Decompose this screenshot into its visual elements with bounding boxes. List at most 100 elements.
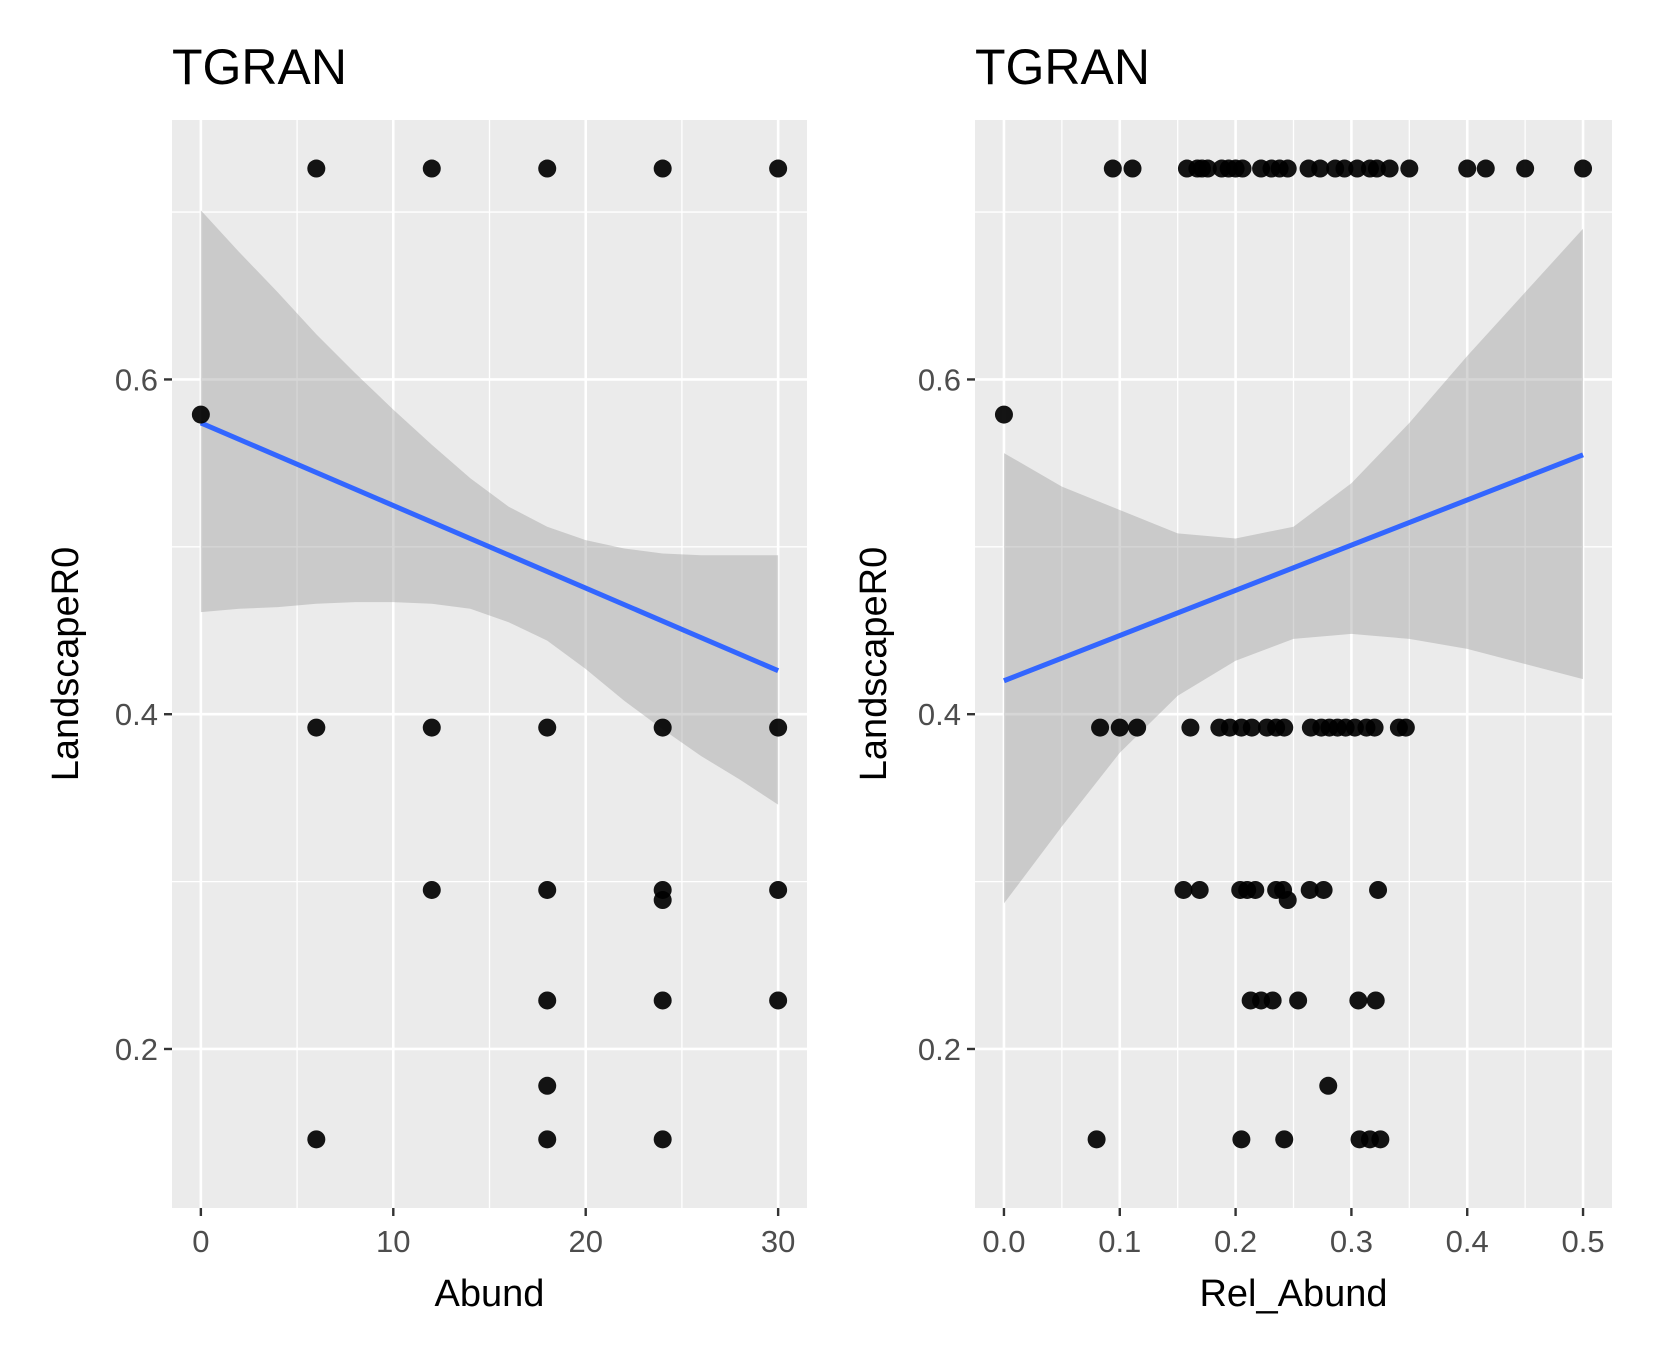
right-data-point xyxy=(1319,1076,1338,1095)
right-data-point xyxy=(1516,159,1535,178)
left-x-tick-label: 30 xyxy=(761,1224,795,1259)
right-data-point xyxy=(1574,159,1593,178)
right-y-ticks: 0.2 0.4 0.6 xyxy=(918,362,975,1067)
right-data-point xyxy=(1275,718,1294,737)
right-data-point xyxy=(1263,991,1282,1010)
left-data-point xyxy=(653,718,672,737)
right-data-point xyxy=(1335,159,1354,178)
right-data-point xyxy=(1458,159,1477,178)
right-x-tick-label: 0.3 xyxy=(1330,1224,1373,1259)
right-data-point xyxy=(1476,159,1495,178)
left-data-point xyxy=(653,1130,672,1149)
left-y-axis-title: LandscapeR0 xyxy=(45,547,87,782)
right-y-tick-label: 0.4 xyxy=(918,697,961,732)
left-data-point xyxy=(422,159,441,178)
left-x-axis-title: Abund xyxy=(435,1273,545,1315)
right-x-tick-label: 0.0 xyxy=(982,1224,1025,1259)
right-data-point xyxy=(1314,880,1333,899)
right-data-point xyxy=(1091,718,1110,737)
left-data-point xyxy=(538,159,557,178)
right-major-gridlines xyxy=(975,120,1612,1208)
right-x-tick-label: 0.4 xyxy=(1446,1224,1489,1259)
right-data-point xyxy=(1348,159,1367,178)
left-y-tick-label: 0.4 xyxy=(115,697,158,732)
left-data-point xyxy=(538,1076,557,1095)
left-regression-line xyxy=(199,420,780,673)
right-data-point xyxy=(1275,1130,1294,1149)
left-panel: 0 10 20 30 0.2 0.4 0.6 TGRAN Abund LandscapeR… xyxy=(45,39,807,1315)
right-x-axis-title: Rel_Abund xyxy=(1199,1273,1387,1315)
left-data-point xyxy=(538,1130,557,1149)
left-data-point xyxy=(307,718,326,737)
right-data-point xyxy=(994,405,1013,424)
right-data-point xyxy=(1233,159,1252,178)
left-data-point xyxy=(653,891,672,910)
right-data-point xyxy=(1246,880,1265,899)
right-data-point xyxy=(1181,718,1200,737)
left-chart-title: TGRAN xyxy=(172,39,347,95)
right-data-point xyxy=(1242,718,1261,737)
left-y-tick-label: 0.6 xyxy=(115,362,158,397)
right-data-point xyxy=(1349,991,1368,1010)
left-data-point xyxy=(769,991,788,1010)
right-data-point xyxy=(1174,880,1193,899)
left-data-point xyxy=(653,991,672,1010)
left-x-tick-label: 0 xyxy=(192,1224,209,1259)
right-data-points xyxy=(994,159,1593,1149)
right-y-axis-title: LandscapeR0 xyxy=(853,547,895,782)
left-y-ticks: 0.2 0.4 0.6 xyxy=(115,362,172,1067)
left-data-point xyxy=(769,718,788,737)
right-regression-line xyxy=(1003,452,1584,684)
right-x-tick-label: 0.2 xyxy=(1214,1224,1257,1259)
left-data-point xyxy=(538,991,557,1010)
right-minor-gridlines xyxy=(975,120,1612,1208)
right-data-point xyxy=(1190,880,1209,899)
right-data-point xyxy=(1380,159,1399,178)
right-data-point xyxy=(1300,880,1319,899)
left-minor-gridlines xyxy=(172,120,807,1208)
right-data-point xyxy=(1289,991,1308,1010)
left-major-gridlines xyxy=(172,120,807,1208)
right-data-point xyxy=(1278,159,1297,178)
left-y-tick-label: 0.2 xyxy=(115,1032,158,1067)
right-data-point xyxy=(1367,159,1386,178)
right-data-point xyxy=(1198,159,1217,178)
right-data-point xyxy=(1103,159,1122,178)
right-x-tick-label: 0.1 xyxy=(1098,1224,1141,1259)
right-x-tick-label: 0.5 xyxy=(1561,1224,1604,1259)
right-data-point xyxy=(1278,891,1297,910)
right-data-point xyxy=(1123,159,1142,178)
left-x-tick-label: 20 xyxy=(568,1224,602,1259)
left-data-point xyxy=(191,405,210,424)
right-data-point xyxy=(1311,159,1330,178)
right-data-point xyxy=(1110,718,1129,737)
left-data-point xyxy=(538,880,557,899)
left-x-ticks: 0 10 20 30 xyxy=(192,1208,795,1259)
right-panel: 0.0 0.1 0.2 0.3 0.4 0.5 0.2 0.4 0.6 TGRAN Rel_A… xyxy=(853,39,1612,1315)
right-data-point xyxy=(1128,718,1147,737)
right-data-point xyxy=(1365,718,1384,737)
right-data-point xyxy=(1369,880,1388,899)
right-chart-title: TGRAN xyxy=(975,39,1150,95)
left-data-point xyxy=(769,880,788,899)
left-confidence-band xyxy=(200,210,779,805)
right-data-point xyxy=(1396,718,1415,737)
left-data-point xyxy=(307,159,326,178)
right-y-tick-label: 0.2 xyxy=(918,1032,961,1067)
left-x-tick-label: 10 xyxy=(376,1224,410,1259)
right-data-point xyxy=(1366,991,1385,1010)
left-data-point xyxy=(422,880,441,899)
right-x-ticks: 0.0 0.1 0.2 0.3 0.4 0.5 xyxy=(982,1208,1605,1259)
right-data-point xyxy=(1087,1130,1106,1149)
left-data-point xyxy=(538,718,557,737)
right-data-point xyxy=(1232,1130,1251,1149)
left-data-point xyxy=(769,159,788,178)
right-data-point xyxy=(1400,159,1419,178)
left-data-point xyxy=(653,159,672,178)
right-y-tick-label: 0.6 xyxy=(918,362,961,397)
left-data-points xyxy=(191,159,788,1149)
right-data-point xyxy=(1371,1130,1390,1149)
left-data-point xyxy=(307,1130,326,1149)
left-data-point xyxy=(422,718,441,737)
